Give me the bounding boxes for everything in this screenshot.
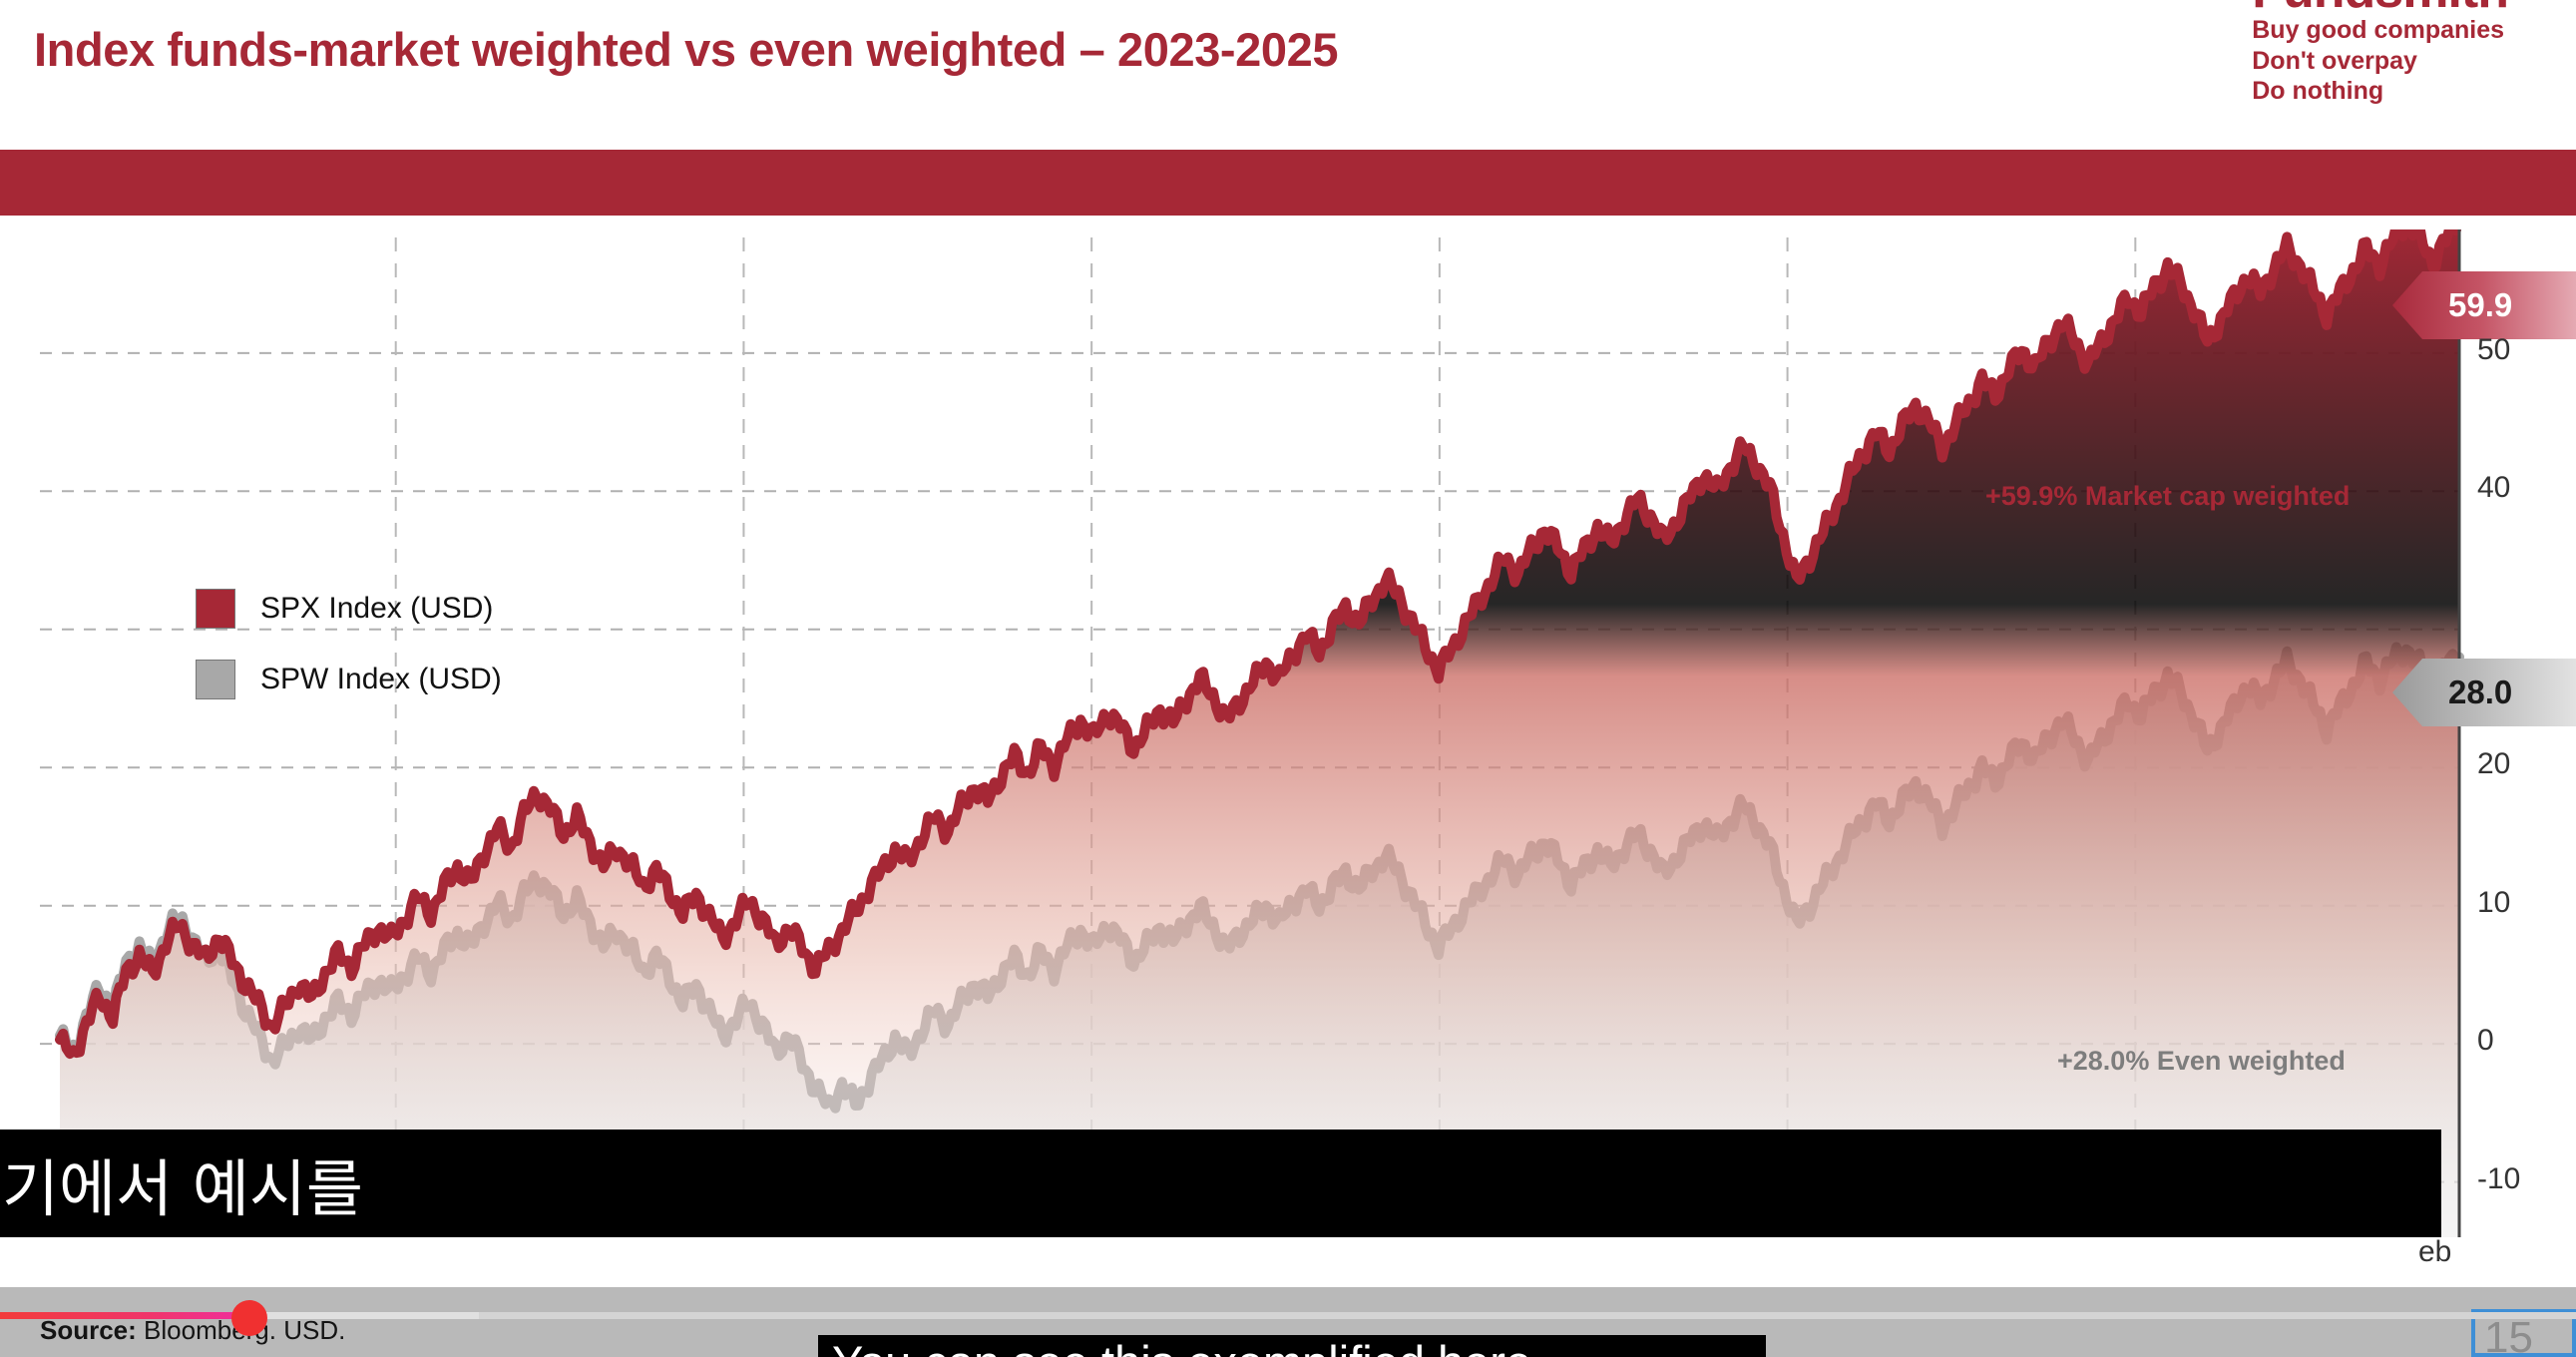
x-tick-feb-partial: eb [2418, 1235, 2452, 1268]
value-badge-spw: 28.0 [2392, 659, 2576, 726]
progress-scrubber-handle[interactable] [231, 1300, 267, 1336]
legend-swatch-spw [196, 660, 235, 699]
y-tick-50: 50 [2477, 332, 2511, 366]
annotation-market-cap-weighted: +59.9% Market cap weighted [1985, 481, 2351, 511]
caption-english-text: You can see this exemplified here [818, 1335, 1531, 1357]
y-tick-20: 20 [2477, 747, 2511, 781]
legend-label-spw: SPW Index (USD) [260, 663, 502, 695]
logo-tagline-2: Don't overpay [2252, 46, 2417, 75]
y-tick-0: 0 [2477, 1024, 2494, 1058]
y-tick-40: 40 [2477, 471, 2511, 505]
legend-item-spw: SPW Index (USD) [196, 660, 502, 699]
presentation-slide: Index funds-market weighted vs even weig… [0, 0, 2576, 1287]
legend-swatch-spx [196, 589, 235, 629]
chart-svg [40, 229, 2464, 1237]
logo-tagline-3: Do nothing [2252, 77, 2384, 106]
logo-wordmark: Fundsmith [2252, 0, 2509, 16]
source-note: Source: Bloomberg. USD. [40, 1315, 345, 1346]
caption-english: You can see this exemplified here [818, 1335, 1766, 1357]
page-number-focus-ring[interactable] [2471, 1309, 2576, 1357]
page-number: 15 [2484, 1313, 2533, 1357]
caption-korean-text: 기에서 예시를 [2, 1152, 363, 1225]
chart-legend: SPX Index (USD) SPW Index (USD) [196, 589, 502, 730]
caption-korean: 기에서 예시를 [0, 1130, 2441, 1237]
chart-area: SPX Index (USD) SPW Index (USD) +59.9% M… [0, 229, 2576, 1287]
page-title: Index funds-market weighted vs even weig… [34, 23, 1339, 76]
progress-bar-played [0, 1312, 251, 1319]
annotation-even-weighted: +28.0% Even weighted [2057, 1046, 2346, 1076]
fundsmith-logo: Fundsmith Buy good companies Don't overp… [2252, 0, 2509, 107]
legend-label-spx: SPX Index (USD) [260, 592, 494, 625]
logo-tagline-1: Buy good companies [2252, 16, 2505, 45]
progress-bar-track[interactable] [0, 1312, 2576, 1319]
title-band [0, 150, 2576, 216]
value-badge-spx: 59.9 [2392, 271, 2576, 339]
source-label: Source: [40, 1315, 137, 1345]
y-tick-10: 10 [2477, 885, 2511, 919]
y-tick--10: -10 [2477, 1161, 2521, 1195]
legend-item-spx: SPX Index (USD) [196, 589, 502, 629]
